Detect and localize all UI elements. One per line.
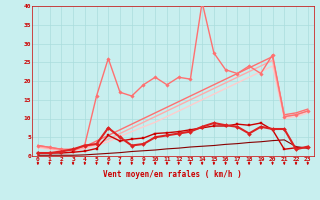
X-axis label: Vent moyen/en rafales ( km/h ): Vent moyen/en rafales ( km/h ) [103,170,242,179]
